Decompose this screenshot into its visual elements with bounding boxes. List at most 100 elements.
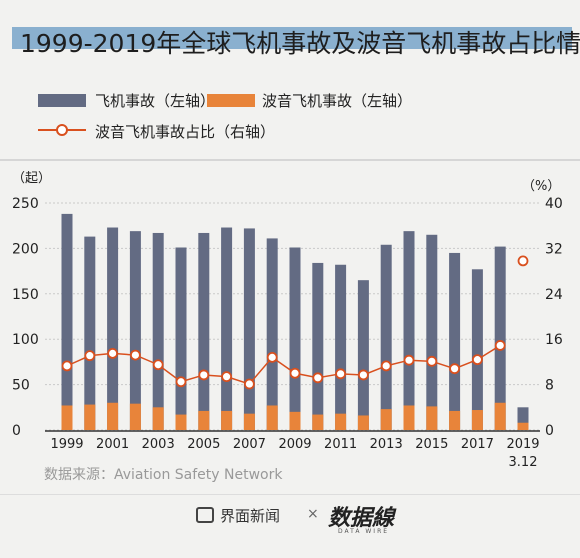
ratio-point bbox=[243, 378, 255, 390]
ratio-point bbox=[84, 350, 96, 362]
left-axis-unit: （起） bbox=[12, 171, 51, 186]
collab-separator: × bbox=[307, 506, 319, 522]
ratio-point bbox=[471, 354, 483, 366]
ratio-point bbox=[129, 349, 141, 361]
partner-logo-sub: DATA WIRE bbox=[338, 528, 390, 535]
bar-boeing bbox=[84, 404, 96, 430]
title-highlight bbox=[12, 27, 572, 49]
x-tick-label: 3.12 bbox=[509, 455, 538, 470]
left-axis-tick-label: 200 bbox=[12, 241, 39, 257]
ratio-point bbox=[175, 376, 187, 388]
ratio-point bbox=[449, 363, 461, 375]
bar-boeing bbox=[380, 409, 392, 430]
bar-total bbox=[312, 262, 324, 430]
bar-total bbox=[221, 227, 233, 430]
ratio-point bbox=[107, 347, 118, 359]
right-axis-tick-label: 8 bbox=[545, 378, 554, 394]
ratio-point bbox=[380, 360, 392, 372]
bar-boeing bbox=[152, 407, 164, 430]
bar-boeing bbox=[517, 422, 529, 430]
x-tick-label: 2007 bbox=[233, 437, 266, 452]
ratio-point bbox=[312, 372, 324, 384]
ratio-point bbox=[426, 355, 438, 367]
x-tick-label: 2017 bbox=[461, 437, 494, 452]
x-tick-label: 2019 bbox=[506, 437, 539, 452]
x-tick-label: 2005 bbox=[187, 437, 220, 452]
bar-boeing bbox=[61, 405, 73, 430]
bar-boeing bbox=[335, 413, 347, 430]
brand-name: 界面新闻 bbox=[220, 507, 281, 525]
bar-boeing bbox=[426, 406, 438, 430]
ratio-point bbox=[289, 367, 301, 379]
bar-boeing bbox=[357, 415, 369, 430]
ratio-point bbox=[517, 255, 529, 267]
bar-total bbox=[289, 247, 301, 430]
source-note: 数据来源：Aviation Safety Network bbox=[44, 467, 283, 483]
left-axis-tick-label: 100 bbox=[12, 332, 39, 348]
bar-total bbox=[152, 232, 164, 430]
bar-total bbox=[380, 244, 392, 430]
footer-divider bbox=[0, 494, 580, 495]
bar-boeing bbox=[129, 403, 141, 430]
bar-total bbox=[426, 234, 438, 430]
right-axis-tick-label: 32 bbox=[545, 241, 563, 257]
bar-total bbox=[335, 264, 347, 430]
bar-total bbox=[357, 280, 369, 430]
partner-logo: 数据線 bbox=[328, 506, 395, 531]
bar-boeing bbox=[107, 402, 119, 430]
ratio-point bbox=[198, 369, 210, 381]
x-tick-label: 2011 bbox=[324, 437, 357, 452]
ratio-point bbox=[494, 340, 506, 351]
chart-area: 0 50 100 150 200 250 0 8 16 24 32 40 （起） （%） 1999 2001 2… bbox=[0, 159, 580, 470]
bar-total bbox=[266, 238, 278, 430]
right-axis-tick-label: 0 bbox=[545, 423, 554, 439]
bar-boeing bbox=[471, 410, 483, 430]
right-axis-unit: （%） bbox=[522, 179, 560, 194]
bar-total bbox=[243, 228, 255, 430]
bar-total bbox=[129, 231, 141, 430]
bar-boeing bbox=[312, 414, 324, 430]
legend-label-total: 飞机事故（左轴） bbox=[95, 92, 216, 110]
right-axis-tick-label: 24 bbox=[545, 287, 563, 303]
right-axis-tick-label: 16 bbox=[545, 332, 563, 348]
legend-swatch-boeing bbox=[207, 94, 255, 107]
legend-label-ratio: 波音飞机事故占比（右轴） bbox=[95, 123, 276, 141]
x-tick-label: 2013 bbox=[370, 437, 403, 452]
legend-swatch-total bbox=[38, 94, 86, 107]
ratio-point bbox=[221, 371, 233, 383]
left-axis-tick-label: 250 bbox=[12, 196, 39, 212]
legend-label-boeing: 波音飞机事故（左轴） bbox=[262, 92, 413, 110]
bar-total bbox=[494, 246, 506, 430]
bar-boeing bbox=[494, 402, 506, 430]
left-axis-tick-label: 50 bbox=[12, 378, 30, 394]
ratio-point bbox=[266, 351, 278, 363]
bar-boeing bbox=[243, 413, 255, 430]
left-axis-tick-label: 150 bbox=[12, 287, 39, 303]
right-axis-tick-label: 40 bbox=[545, 196, 563, 212]
ratio-point bbox=[61, 360, 73, 372]
bar-boeing bbox=[175, 414, 187, 430]
bar-total bbox=[471, 269, 483, 430]
bar-total bbox=[84, 236, 96, 430]
ratio-point bbox=[357, 369, 369, 381]
bar-boeing bbox=[289, 411, 301, 430]
chart-title: 1999-2019年全球飞机事故及波音飞机事故占比情况 bbox=[20, 29, 580, 58]
x-tick-label: 2009 bbox=[278, 437, 311, 452]
bar-total bbox=[61, 213, 73, 430]
ratio-point bbox=[335, 368, 347, 380]
ratio-point bbox=[403, 354, 415, 366]
bar-boeing bbox=[221, 410, 233, 430]
bar-total bbox=[449, 252, 461, 430]
x-tick-label: 1999 bbox=[50, 437, 83, 452]
bar-total bbox=[175, 247, 187, 430]
x-tick-label: 2003 bbox=[142, 437, 175, 452]
legend-swatch-ratio bbox=[38, 124, 86, 136]
bar-total bbox=[403, 231, 415, 430]
x-tick-label: 2015 bbox=[415, 437, 448, 452]
bar-total bbox=[107, 227, 119, 430]
x-tick-label: 2001 bbox=[96, 437, 129, 452]
bar-total bbox=[198, 232, 210, 430]
bar-boeing bbox=[449, 410, 461, 430]
brand-logo-icon bbox=[196, 507, 214, 523]
left-axis-tick-label: 0 bbox=[12, 423, 21, 439]
